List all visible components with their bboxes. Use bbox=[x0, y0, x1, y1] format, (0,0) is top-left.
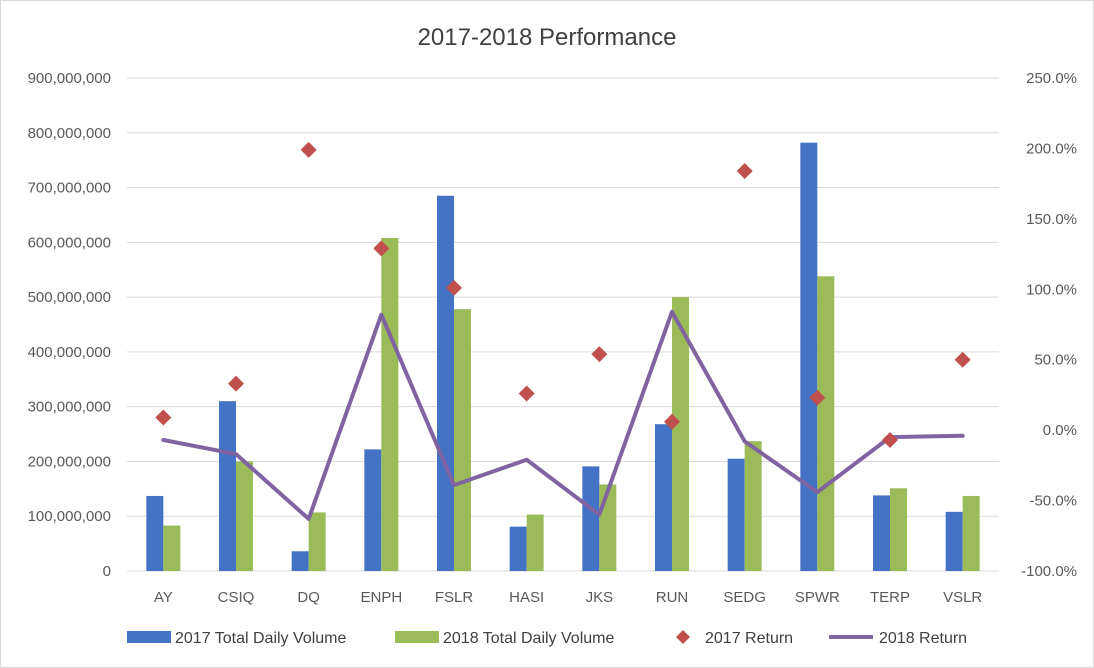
right-tick-label: 0.0% bbox=[1043, 422, 1077, 439]
scatter-series bbox=[155, 141, 971, 449]
category-label: VSLR bbox=[943, 589, 982, 606]
chart-title: 2017-2018 Performance bbox=[418, 24, 677, 51]
category-axis-labels: AY CSIQ DQ ENPH FSLR HASI JKS RUN SEDG SPWR TERP VS… bbox=[154, 589, 983, 606]
bar-2018-spwr bbox=[817, 276, 835, 571]
left-tick-label: 500,000,000 bbox=[28, 289, 111, 306]
category-label: ENPH bbox=[360, 589, 402, 606]
marker-2017-return-fslr bbox=[446, 279, 462, 296]
bar-2017-sedg bbox=[727, 458, 745, 571]
bar-2017-jks bbox=[582, 466, 600, 571]
legend-label: 2018 Return bbox=[879, 630, 967, 647]
left-tick-label: 700,000,000 bbox=[28, 180, 111, 197]
marker-2017-return-terp bbox=[882, 432, 898, 449]
marker-2017-return-hasi bbox=[518, 385, 535, 402]
right-tick-label: 100.0% bbox=[1026, 281, 1077, 298]
category-label: DQ bbox=[297, 589, 320, 606]
marker-2017-return-vslr bbox=[954, 351, 971, 368]
category-label: HASI bbox=[509, 589, 544, 606]
bar-2017-ay bbox=[146, 495, 164, 571]
left-tick-label: 0 bbox=[103, 563, 111, 580]
bar-2018-hasi bbox=[526, 514, 544, 571]
bar-2018-ay bbox=[163, 525, 181, 571]
bar-2018-jks bbox=[599, 484, 617, 571]
category-label: FSLR bbox=[435, 589, 474, 606]
legend-swatch bbox=[127, 631, 171, 643]
legend-label: 2017 Return bbox=[705, 630, 793, 647]
bar-series bbox=[146, 142, 980, 572]
right-tick-label: 50.0% bbox=[1034, 352, 1077, 369]
bar-2018-fslr bbox=[454, 309, 471, 571]
bar-2017-fslr bbox=[437, 195, 454, 571]
category-label: RUN bbox=[656, 589, 689, 606]
bar-2017-enph bbox=[364, 449, 382, 571]
category-label: JKS bbox=[586, 589, 614, 606]
bar-2018-vslr bbox=[962, 495, 980, 571]
marker-2017-return-csiq bbox=[228, 375, 244, 392]
bar-2017-vslr bbox=[945, 511, 963, 571]
right-tick-label: 250.0% bbox=[1026, 70, 1077, 87]
legend-label: 2017 Total Daily Volume bbox=[175, 630, 346, 647]
legend-label: 2018 Total Daily Volume bbox=[443, 630, 614, 647]
bar-2017-dq bbox=[291, 551, 309, 571]
bar-2018-enph bbox=[381, 237, 399, 571]
left-tick-label: 600,000,000 bbox=[28, 234, 111, 251]
bar-2018-dq bbox=[308, 512, 326, 571]
legend: 2017 Total Daily Volume 2018 Total Daily … bbox=[127, 630, 967, 647]
marker-2017-return-sedg bbox=[736, 162, 753, 179]
right-tick-label: 200.0% bbox=[1026, 140, 1077, 157]
bar-2018-sedg bbox=[744, 441, 762, 571]
right-tick-label: -100.0% bbox=[1021, 563, 1077, 580]
category-label: AY bbox=[154, 589, 173, 606]
category-label: SEDG bbox=[723, 589, 766, 606]
line-series bbox=[161, 309, 965, 521]
left-tick-label: 800,000,000 bbox=[28, 125, 111, 142]
left-axis-ticks: 0 100,000,000 200,000,000 300,000,000 400,00… bbox=[28, 70, 111, 580]
marker-2017-return-spwr bbox=[809, 389, 826, 406]
category-label: TERP bbox=[870, 589, 910, 606]
left-tick-label: 200,000,000 bbox=[28, 453, 111, 470]
bar-2017-terp bbox=[873, 495, 890, 571]
right-axis-ticks: -100.0% -50.0% 0.0% 50.0% 100.0% 150.0% 200.0%… bbox=[1021, 70, 1077, 580]
line-2018-return bbox=[161, 309, 965, 521]
marker-2017-return-dq bbox=[300, 141, 317, 158]
bar-2017-hasi bbox=[509, 526, 527, 571]
marker-2017-return-jks bbox=[591, 346, 608, 363]
bar-2017-csiq bbox=[219, 401, 236, 571]
left-tick-label: 400,000,000 bbox=[28, 344, 111, 361]
bar-2018-csiq bbox=[236, 461, 253, 571]
right-tick-label: 150.0% bbox=[1026, 211, 1077, 228]
bar-2017-run bbox=[655, 424, 672, 571]
category-label: SPWR bbox=[795, 589, 840, 606]
legend-swatch bbox=[676, 630, 690, 644]
bar-2018-terp bbox=[890, 488, 907, 571]
legend-swatch bbox=[395, 631, 439, 643]
right-tick-label: -50.0% bbox=[1029, 493, 1077, 510]
marker-2017-return-ay bbox=[155, 409, 172, 426]
marker-2017-return-run bbox=[664, 413, 680, 430]
left-tick-label: 300,000,000 bbox=[28, 399, 111, 416]
bar-2017-spwr bbox=[800, 142, 818, 572]
left-tick-label: 900,000,000 bbox=[28, 70, 111, 87]
marker-2017-return-enph bbox=[373, 240, 390, 257]
category-label: CSIQ bbox=[218, 589, 255, 606]
bar-2018-run bbox=[672, 297, 689, 571]
left-tick-label: 100,000,000 bbox=[28, 508, 111, 525]
gridlines bbox=[127, 77, 999, 572]
